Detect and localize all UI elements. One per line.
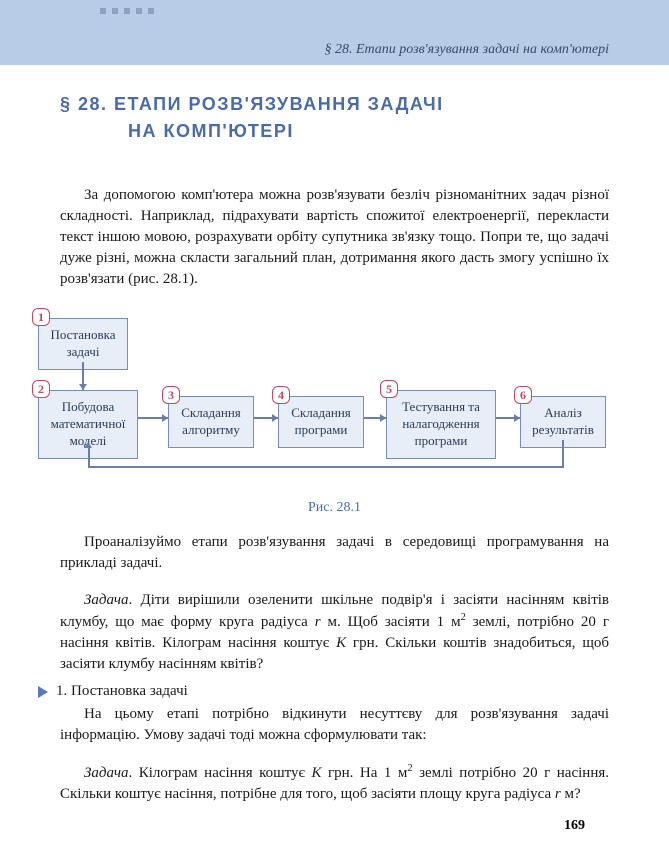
zadacha2-text: . Кілограм насіння коштує K грн. На 1 м2… (60, 765, 609, 802)
flow-badge-3: 3 (162, 386, 180, 404)
flow-badge-4: 4 (272, 386, 290, 404)
subsection-1-label: 1. Постановка задачі (56, 683, 188, 700)
flow-badge-5: 5 (380, 380, 398, 398)
header-decor (100, 8, 154, 14)
flow-box-4: Складання програми (278, 396, 364, 448)
flowchart-diagram: Постановка задачі1Побудова математичної … (30, 310, 639, 490)
page-number: 169 (564, 818, 585, 834)
flow-box-3: Складання алгоритму (168, 396, 254, 448)
flow-box-5: Тестування та налагодження програми (386, 390, 496, 459)
zadacha-2: Задача. Кілограм насіння коштує K грн. Н… (60, 762, 609, 805)
flow-badge-1: 1 (32, 308, 50, 326)
title-line2: НА КОМП'ЮТЕРІ (128, 121, 294, 141)
zadacha-label-2: Задача (84, 765, 128, 781)
zadacha-1: Задача. Діти вирішили озеленити шкільне … (60, 590, 609, 675)
zadacha1-text: . Діти вирішили озеленити шкільне подвір… (60, 592, 609, 672)
para-stage1: На цьому етапі потрібно відкинути несутт… (60, 704, 609, 746)
bullet-icon (38, 686, 48, 698)
flow-badge-2: 2 (32, 380, 50, 398)
header-banner: § 28. Етапи розв'язування задачі на комп… (0, 0, 669, 65)
subsection-1-row: 1. Постановка задачі (38, 683, 609, 700)
section-title: § 28. ЕТАПИ РОЗВ'ЯЗУВАННЯ ЗАДАЧІ НА КОМП… (60, 91, 609, 145)
title-line1: § 28. ЕТАПИ РОЗВ'ЯЗУВАННЯ ЗАДАЧІ (60, 94, 444, 114)
zadacha-label: Задача (84, 592, 128, 608)
para-analyze: Проаналізуймо етапи розв'язування задачі… (60, 532, 609, 574)
figure-caption: Рис. 28.1 (0, 500, 669, 516)
intro-paragraph: За допомогою комп'ютера можна розв'язува… (60, 185, 609, 290)
running-title: § 28. Етапи розв'язування задачі на комп… (324, 42, 609, 58)
flow-badge-6: 6 (514, 386, 532, 404)
